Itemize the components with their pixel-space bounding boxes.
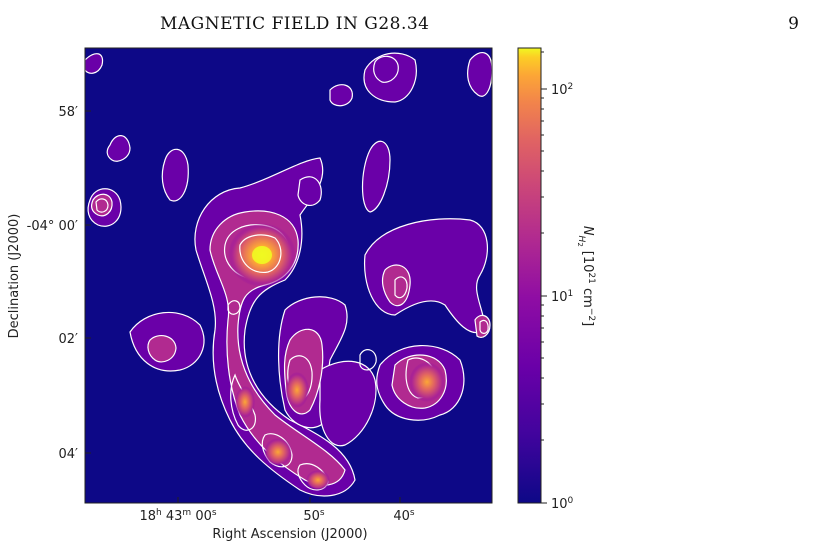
column-density-figure: 58′ -04° 00′ 02′ 04′ 18h 43m 00s 50s 40s… bbox=[0, 40, 817, 552]
colorbar-ticks bbox=[541, 51, 547, 504]
running-head: MAGNETIC FIELD IN G28.34 9 bbox=[0, 8, 817, 42]
x-axis-label: Right Ascension (J2000) bbox=[212, 527, 367, 542]
column-density-map bbox=[85, 48, 492, 503]
y-tick-02: 02′ bbox=[59, 332, 79, 347]
colorbar-label: NH2[1021 cm−2] bbox=[576, 226, 596, 326]
x-tick-50s: 50s bbox=[303, 508, 325, 524]
running-head-title: MAGNETIC FIELD IN G28.34 bbox=[160, 14, 430, 34]
colorbar-tick-1e0: 100 bbox=[551, 496, 574, 512]
map-frame bbox=[84, 47, 493, 504]
y-tick-marks bbox=[85, 110, 91, 454]
y-tick-0400: -04° 00′ bbox=[27, 219, 78, 234]
y-tick-04: 04′ bbox=[59, 447, 79, 462]
x-tick-1843: 18h 43m 00s bbox=[139, 508, 216, 524]
colorbar-tick-1e1: 101 bbox=[551, 289, 573, 305]
x-tick-40s: 40s bbox=[393, 508, 415, 524]
y-axis-label: Declination (J2000) bbox=[7, 214, 22, 339]
colorbar bbox=[517, 47, 542, 504]
x-tick-marks bbox=[177, 497, 401, 503]
colorbar-tick-1e2: 102 bbox=[551, 82, 573, 98]
y-tick-58: 58′ bbox=[59, 105, 79, 120]
page-number: 9 bbox=[788, 14, 799, 34]
